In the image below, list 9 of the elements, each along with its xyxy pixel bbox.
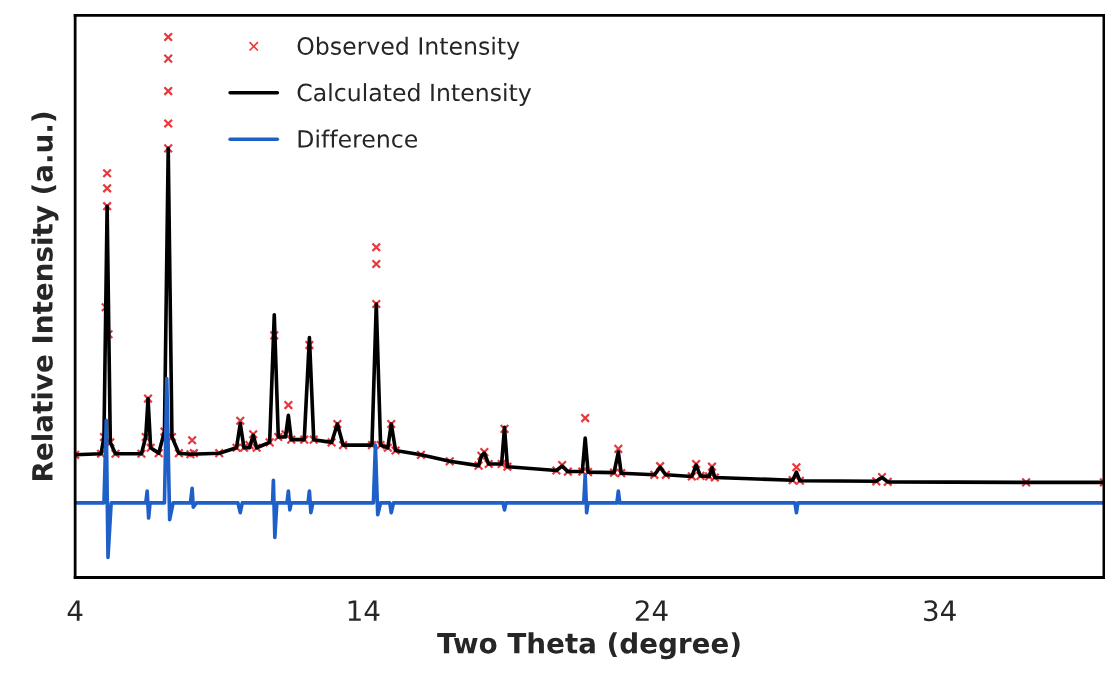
x-tick-label: 34: [924, 600, 956, 622]
y-axis-title: Relative Intensity (a.u.): [31, 112, 59, 480]
legend-label: Calculated Intensity: [297, 83, 532, 106]
legend-label: Observed Intensity: [297, 36, 520, 60]
legend-label: Difference: [298, 129, 418, 148]
x-tick-label: 24: [635, 600, 668, 621]
x-axis-title: Two Theta (degree): [437, 632, 740, 660]
x-tick-label: 4: [67, 600, 83, 621]
x-tick-label: 14: [348, 600, 380, 621]
